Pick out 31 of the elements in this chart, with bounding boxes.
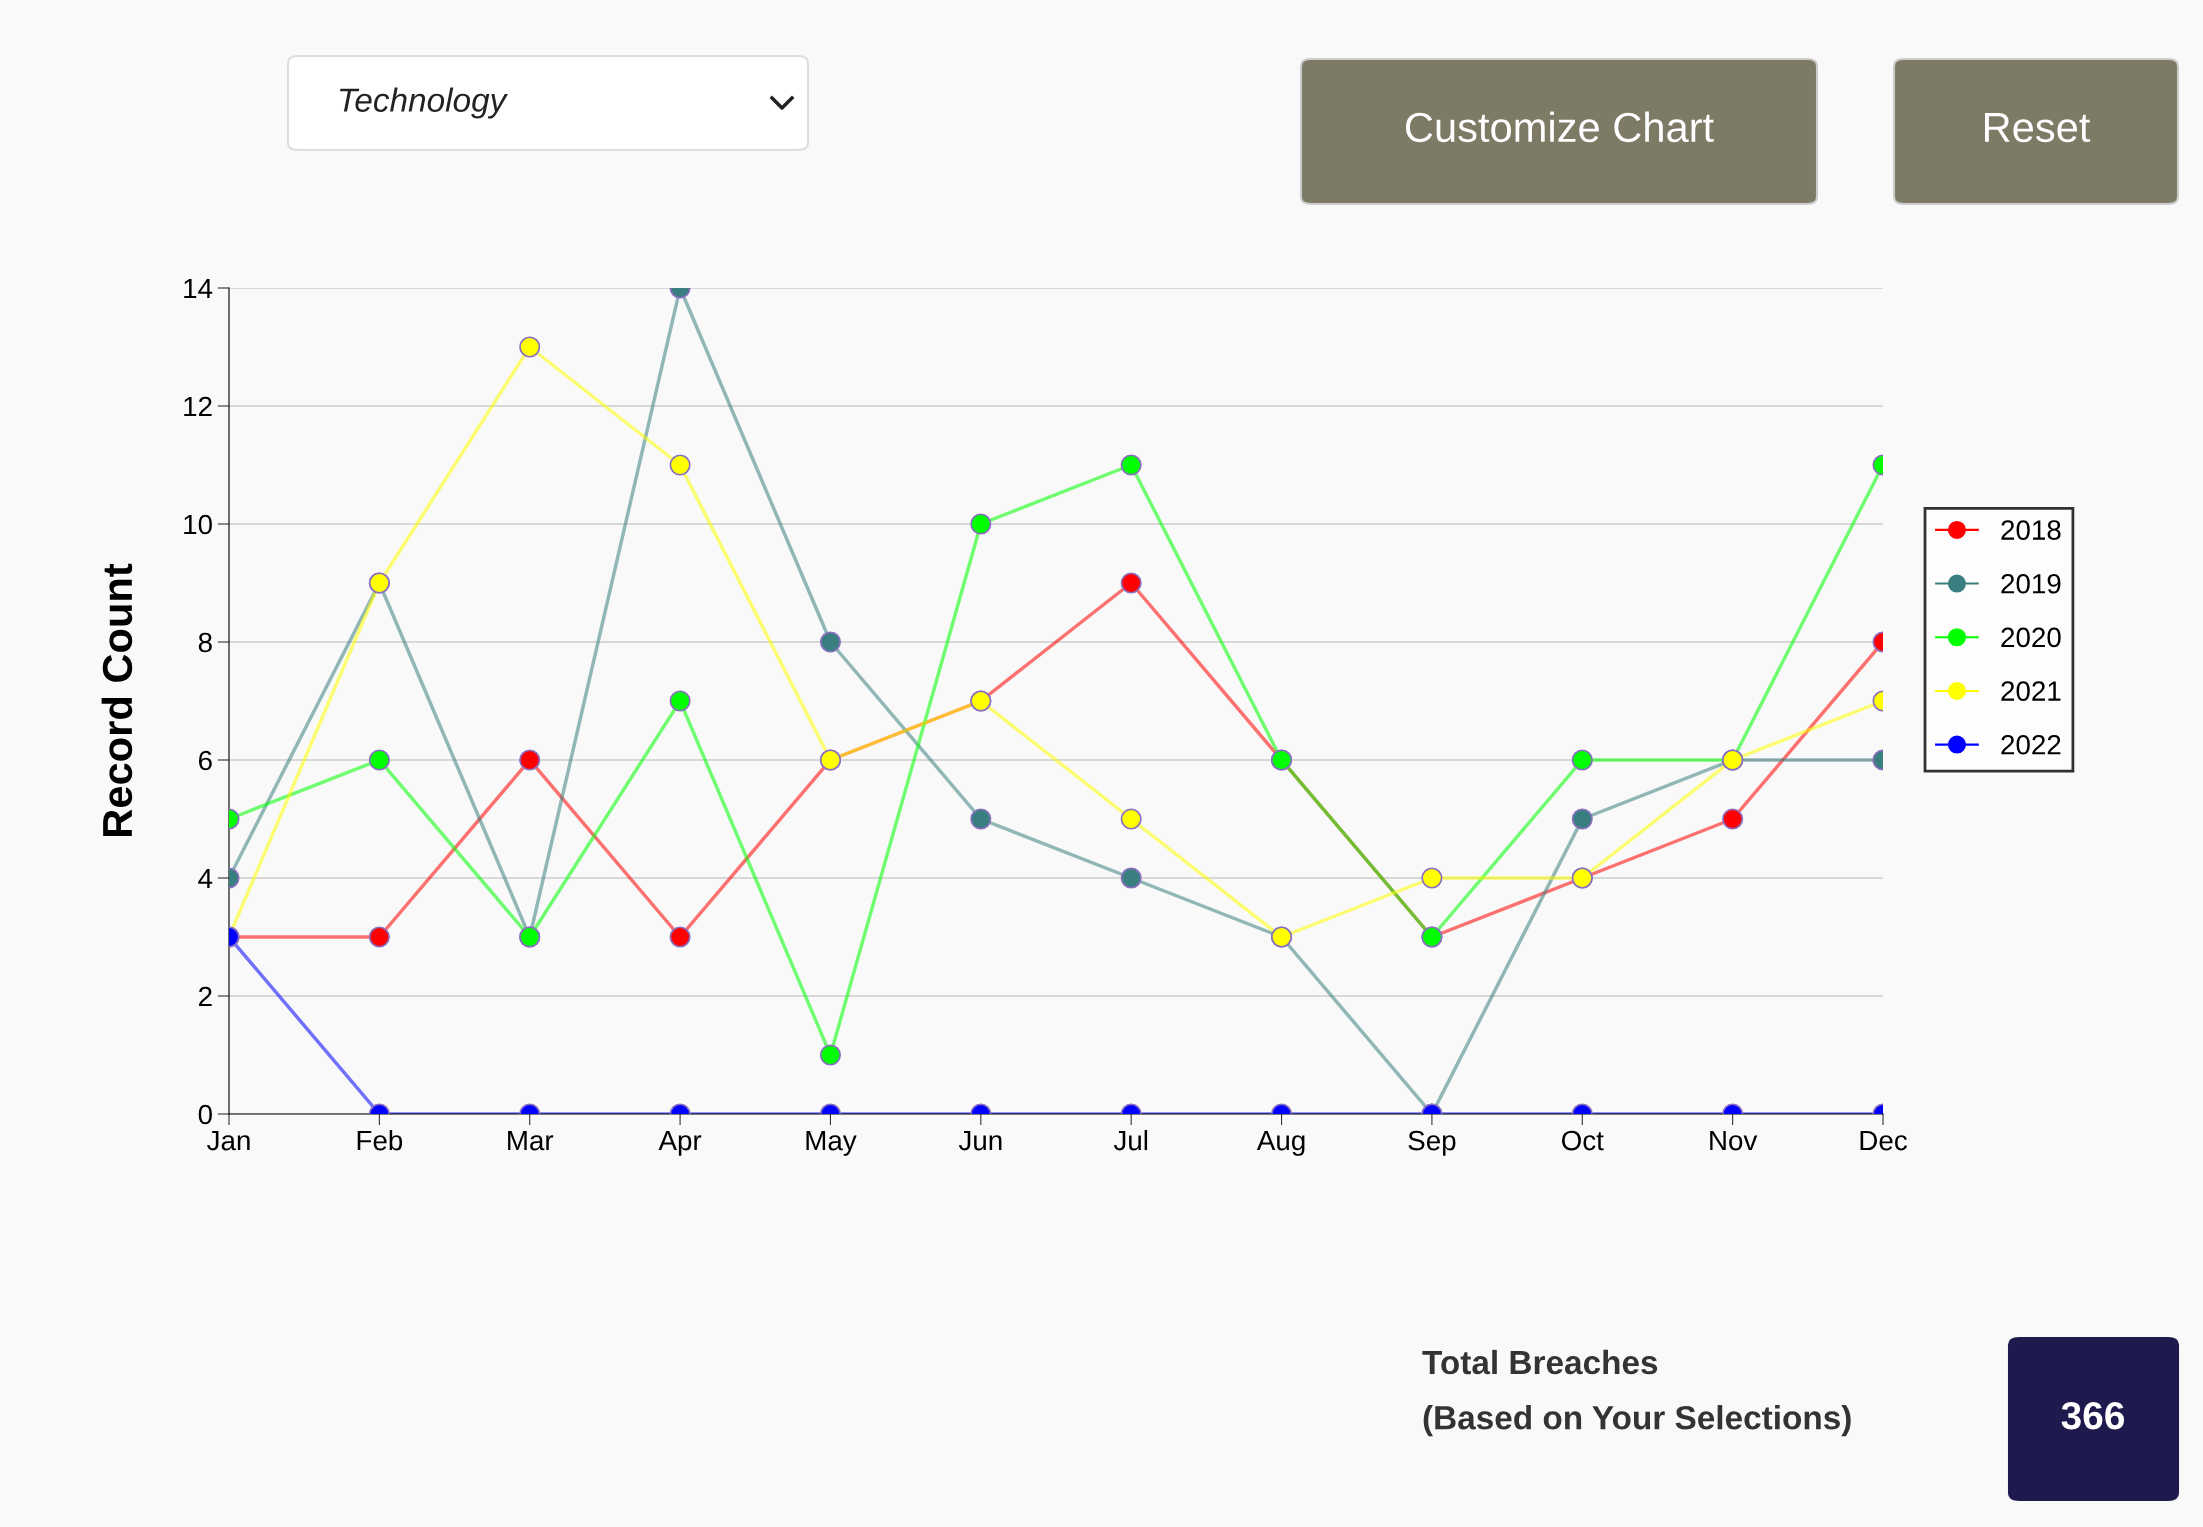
text: Reset	[1985, 113, 2091, 143]
y-tick-label: 2	[198, 986, 212, 1007]
x-tick-label: Jan	[207, 1130, 250, 1151]
x-tick-label: Nov	[1710, 1130, 1758, 1151]
y-tick-label: 8	[198, 632, 212, 653]
legend-label: 2020	[2001, 627, 2061, 648]
y-tick-label: 14	[184, 278, 213, 299]
legend-label: 2022	[2001, 734, 2061, 755]
y-tick-label: 12	[184, 396, 212, 417]
text: Technology	[339, 87, 508, 119]
y-tick-label: 6	[198, 750, 212, 771]
x-tick-label: May	[806, 1130, 857, 1156]
x-tick-label: Mar	[508, 1130, 554, 1151]
x-tick-label: Jun	[958, 1130, 1002, 1151]
x-tick-label: Jul	[1113, 1129, 1148, 1151]
text: Customize Chart	[1405, 111, 1714, 143]
x-tick-label: Sep	[1408, 1130, 1456, 1156]
x-tick-label: Oct	[1561, 1130, 1604, 1151]
legend-label: 2019	[2001, 573, 2061, 594]
y-axis-title: Record Count	[101, 563, 133, 836]
x-tick-label: Dec	[1860, 1130, 1907, 1151]
y-tick-label: 4	[198, 868, 213, 889]
text: 366	[2061, 1401, 2125, 1430]
x-tick-label: Feb	[357, 1129, 403, 1151]
legend-label: 2018	[2001, 520, 2061, 540]
text: Total Breaches (Based on Your Selections)	[1422, 1349, 1851, 1437]
y-tick-label: 10	[184, 514, 212, 535]
x-tick-label: Apr	[658, 1130, 702, 1156]
legend-label: 2021	[2001, 681, 2061, 701]
x-tick-label: Aug	[1256, 1130, 1305, 1156]
y-tick-label: 0	[198, 1104, 212, 1125]
